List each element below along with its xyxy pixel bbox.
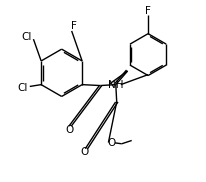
Text: NH: NH <box>107 80 123 90</box>
Text: O: O <box>107 138 115 148</box>
Text: Cl: Cl <box>21 32 31 42</box>
Text: F: F <box>144 6 150 16</box>
Text: O: O <box>80 147 88 157</box>
Text: F: F <box>70 21 76 31</box>
Text: Cl: Cl <box>17 83 28 93</box>
Text: O: O <box>65 125 74 135</box>
